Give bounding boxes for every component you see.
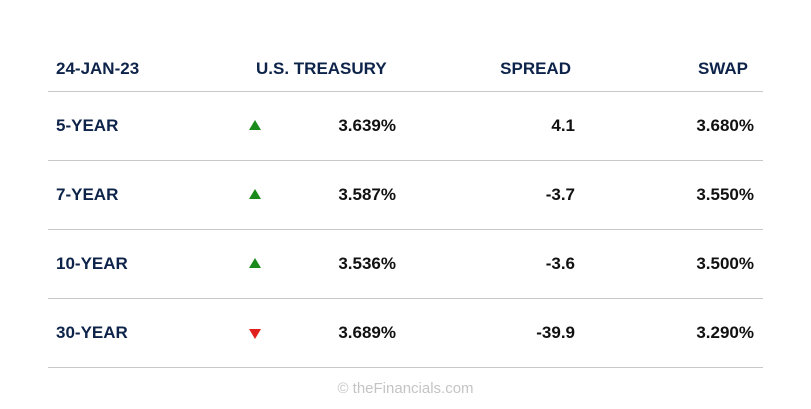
swap-column-header: SWAP [697, 59, 748, 78]
triangle-up-icon [249, 188, 263, 202]
spread-value: -3.7 [545, 185, 575, 204]
treasury-yield: 3.639% [338, 116, 396, 135]
spread-value: -39.9 [536, 323, 575, 342]
copyright-link[interactable]: © theFinancials.com [337, 380, 474, 397]
term-label: 30-YEAR [56, 323, 128, 342]
table-row: 30-YEAR 3.689% -39.9 3.290% [48, 299, 763, 368]
swap-rate: 3.290% [696, 323, 754, 342]
table-row: 7-YEAR 3.587% -3.7 3.550% [48, 161, 763, 230]
term-label: 7-YEAR [56, 185, 119, 204]
date-header: 24-JAN-23 [56, 59, 140, 78]
treasury-yield: 3.536% [338, 254, 396, 273]
term-label: 10-YEAR [56, 254, 128, 273]
table-header-row: 24-JAN-23 U.S. TREASURY SPREAD SWAP [48, 48, 763, 92]
table-row: 10-YEAR 3.536% -3.6 3.500% [48, 230, 763, 299]
table-row: 5-YEAR 3.639% 4.1 3.680% [48, 92, 763, 161]
swap-rate: 3.550% [696, 185, 754, 204]
treasury-yield: 3.689% [338, 323, 396, 342]
spread-column-header: SPREAD [500, 59, 571, 78]
triangle-up-icon [249, 257, 263, 271]
spread-value: 4.1 [551, 116, 575, 135]
treasury-column-header: U.S. TREASURY [256, 59, 387, 78]
treasury-yield: 3.587% [338, 185, 396, 204]
term-label: 5-YEAR [56, 116, 119, 135]
swap-rate: 3.500% [696, 254, 754, 273]
triangle-up-icon [249, 119, 263, 133]
spread-value: -3.6 [545, 254, 575, 273]
rates-table: 24-JAN-23 U.S. TREASURY SPREAD SWAP 5-YE… [48, 48, 763, 368]
triangle-down-icon [249, 326, 263, 340]
swap-rate: 3.680% [696, 116, 754, 135]
